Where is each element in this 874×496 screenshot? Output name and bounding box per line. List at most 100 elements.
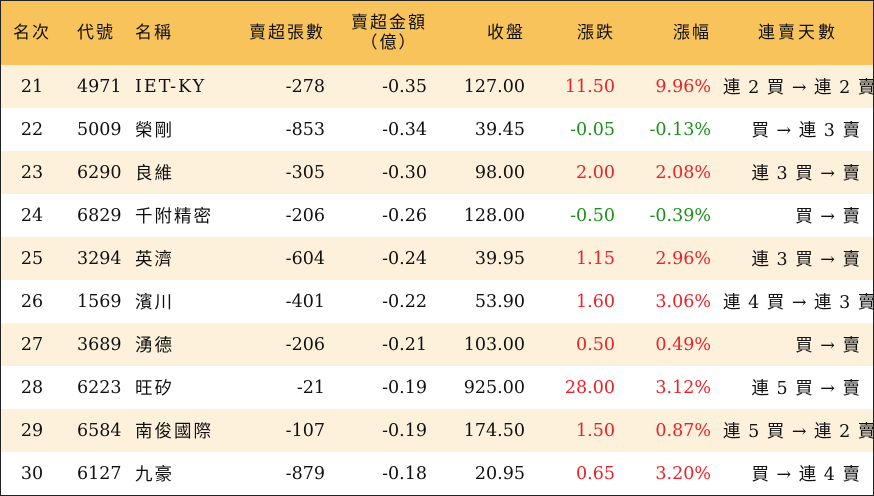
cell-change: 1.15	[576, 248, 615, 269]
cell-net-sell-lots: -401	[285, 291, 325, 312]
cell-rank: 30	[20, 463, 44, 484]
table-row: 30 6127 九豪 -879 -0.18 20.95 0.65 3.20% 買…	[1, 452, 873, 495]
cell-name: 湧德	[135, 336, 174, 356]
cell-rank: 21	[20, 76, 44, 97]
table-row: 27 3689 湧德 -206 -0.21 103.00 0.50 0.49% …	[1, 323, 873, 366]
cell-streak: 連 2 買 → 連 2 賣	[723, 78, 874, 98]
cell-net-sell-amount: -0.22	[382, 291, 427, 312]
cell-net-sell-amount: -0.19	[382, 377, 427, 398]
cell-close: 53.90	[474, 291, 525, 312]
cell-change-pct: 9.96%	[655, 76, 711, 97]
cell-net-sell-amount: -0.19	[382, 420, 427, 441]
cell-change-pct: 3.06%	[655, 291, 711, 312]
cell-close: 174.50	[463, 420, 525, 441]
table-row: 24 6829 千附精密 -206 -0.26 128.00 -0.50 -0.…	[1, 194, 873, 237]
table-body: 21 4971 IET-KY -278 -0.35 127.00 11.50 9…	[1, 65, 873, 495]
table-row: 25 3294 英濟 -604 -0.24 39.95 1.15 2.96% 連…	[1, 237, 873, 280]
cell-streak: 連 5 買 → 賣	[751, 379, 861, 399]
cell-close: 128.00	[463, 205, 525, 226]
table-row: 21 4971 IET-KY -278 -0.35 127.00 11.50 9…	[1, 65, 873, 108]
cell-net-sell-lots: -879	[285, 463, 325, 484]
cell-streak: 連 5 買 → 連 2 賣	[723, 422, 874, 442]
cell-net-sell-lots: -278	[285, 76, 325, 97]
cell-change-pct: -0.39%	[649, 205, 711, 226]
cell-change-pct: 0.49%	[655, 334, 711, 355]
header-net-sell-amount-line2: （億）	[360, 33, 418, 53]
cell-code: 6829	[77, 205, 122, 226]
header-net-sell-amount-line1: 賣超金額	[351, 13, 427, 33]
cell-close: 20.95	[474, 463, 525, 484]
cell-streak: 買 → 連 4 賣	[751, 465, 861, 485]
cell-close: 39.45	[474, 119, 525, 140]
cell-net-sell-amount: -0.18	[382, 463, 427, 484]
cell-name: IET-KY	[135, 76, 207, 97]
cell-net-sell-lots: -305	[285, 162, 325, 183]
cell-net-sell-lots: -21	[296, 377, 325, 398]
cell-rank: 29	[20, 420, 44, 441]
cell-code: 6223	[77, 377, 122, 398]
cell-streak: 買 → 賣	[795, 207, 861, 227]
cell-net-sell-amount: -0.34	[382, 119, 427, 140]
cell-change-pct: 3.20%	[655, 463, 711, 484]
header-net-sell-amount: 賣超金額 （億）	[337, 1, 447, 65]
cell-rank: 24	[20, 205, 44, 226]
cell-change: -0.50	[570, 205, 615, 226]
header-name: 名稱	[135, 23, 173, 43]
cell-change: -0.05	[570, 119, 615, 140]
table-row: 29 6584 南俊國際 -107 -0.19 174.50 1.50 0.87…	[1, 409, 873, 452]
cell-close: 103.00	[463, 334, 525, 355]
cell-name: 良維	[135, 164, 174, 184]
cell-rank: 22	[20, 119, 44, 140]
cell-code: 6290	[77, 162, 122, 183]
header-net-sell-lots: 賣超張數	[249, 23, 325, 43]
cell-code: 3689	[77, 334, 122, 355]
cell-rank: 28	[20, 377, 44, 398]
cell-name: 旺矽	[135, 379, 174, 399]
cell-change-pct: 2.96%	[655, 248, 711, 269]
cell-change: 28.00	[564, 377, 615, 398]
cell-code: 5009	[77, 119, 122, 140]
cell-change: 0.65	[576, 463, 615, 484]
cell-name: 九豪	[135, 465, 174, 485]
cell-net-sell-lots: -853	[285, 119, 325, 140]
cell-code: 1569	[77, 291, 122, 312]
header-change-pct: 漲幅	[673, 23, 711, 43]
cell-close: 127.00	[463, 76, 525, 97]
cell-net-sell-amount: -0.30	[382, 162, 427, 183]
cell-name: 英濟	[135, 250, 174, 270]
cell-net-sell-lots: -206	[285, 205, 325, 226]
cell-rank: 25	[20, 248, 44, 269]
cell-close: 39.95	[474, 248, 525, 269]
cell-rank: 23	[20, 162, 44, 183]
cell-change-pct: -0.13%	[649, 119, 711, 140]
cell-streak: 買 → 連 3 賣	[751, 121, 861, 141]
header-change: 漲跌	[577, 23, 615, 43]
cell-net-sell-amount: -0.24	[382, 248, 427, 269]
header-rank: 名次	[13, 23, 51, 43]
header-code: 代號	[77, 23, 115, 43]
cell-net-sell-lots: -107	[285, 420, 325, 441]
header-close: 收盤	[487, 23, 525, 43]
cell-change-pct: 0.87%	[655, 420, 711, 441]
cell-change: 2.00	[576, 162, 615, 183]
cell-name: 榮剛	[135, 121, 174, 141]
cell-streak: 連 3 買 → 賣	[751, 164, 861, 184]
table-row: 28 6223 旺矽 -21 -0.19 925.00 28.00 3.12% …	[1, 366, 873, 409]
table-row: 22 5009 榮剛 -853 -0.34 39.45 -0.05 -0.13%…	[1, 108, 873, 151]
cell-close: 925.00	[463, 377, 525, 398]
cell-rank: 27	[20, 334, 44, 355]
cell-name: 千附精密	[135, 207, 213, 227]
cell-change-pct: 3.12%	[655, 377, 711, 398]
header-streak: 連賣天數	[758, 23, 838, 43]
cell-change: 1.50	[576, 420, 615, 441]
cell-change-pct: 2.08%	[655, 162, 711, 183]
cell-close: 98.00	[474, 162, 525, 183]
cell-net-sell-lots: -604	[285, 248, 325, 269]
cell-change: 1.60	[576, 291, 615, 312]
cell-code: 6584	[77, 420, 122, 441]
cell-streak: 買 → 賣	[795, 336, 861, 356]
cell-change: 0.50	[576, 334, 615, 355]
cell-net-sell-amount: -0.26	[382, 205, 427, 226]
